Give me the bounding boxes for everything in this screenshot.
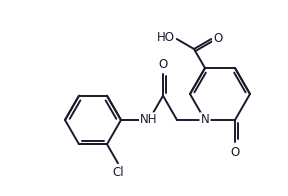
Text: Cl: Cl (112, 166, 124, 179)
Text: N: N (201, 113, 209, 126)
Text: O: O (213, 33, 223, 45)
Text: NH: NH (140, 113, 158, 126)
Text: O: O (230, 146, 240, 159)
Text: O: O (158, 58, 168, 71)
Text: HO: HO (157, 32, 175, 44)
